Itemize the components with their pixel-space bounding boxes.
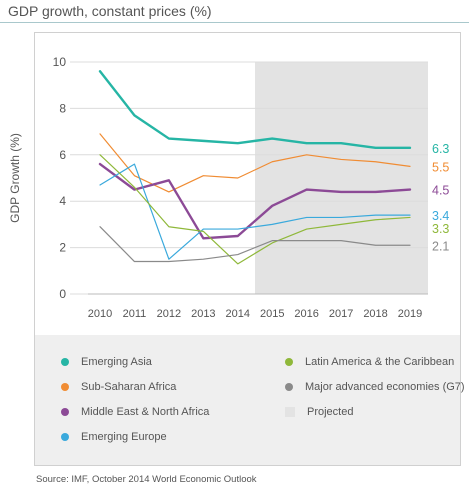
chart-legend: Emerging Asia Sub-Saharan Africa Middle Ea…: [35, 335, 465, 465]
legend-label: Sub-Saharan Africa: [81, 381, 177, 393]
y-tick-label: 2: [59, 241, 66, 255]
series-line: [98, 162, 412, 240]
series-end-label: 3.3: [432, 222, 449, 236]
legend-item: Major advanced economies (G7): [285, 381, 465, 393]
y-tick-label: 4: [59, 194, 66, 208]
legend-item: Middle East & North Africa: [61, 406, 209, 418]
x-tick-label: 2014: [226, 308, 250, 320]
legend-swatch: [285, 407, 295, 417]
series-end-label: 4.5: [432, 184, 449, 198]
series-end-label: 2.1: [432, 239, 449, 253]
x-tick-label: 2012: [157, 308, 181, 320]
legend-item: Projected: [285, 406, 353, 418]
x-tick-label: 2017: [329, 308, 353, 320]
y-tick-label: 10: [53, 55, 67, 69]
legend-item: Sub-Saharan Africa: [61, 381, 176, 393]
legend-label: Projected: [307, 406, 354, 418]
legend-dot: [61, 383, 69, 391]
chart-title: GDP growth, constant prices (%): [8, 3, 212, 19]
y-tick-label: 0: [59, 287, 66, 301]
x-tick-label: 2010: [88, 308, 112, 320]
y-tick-label: 6: [59, 148, 66, 162]
line-chart: 0 2 4 6 8 10 2010 2011 2012 2013 2014 2015 2016 2017 2…: [8, 55, 449, 320]
series-line: [99, 154, 411, 265]
x-tick-label: 2016: [294, 308, 318, 320]
legend-item: Latin America & the Caribbean: [285, 356, 454, 368]
x-tick-label: 2015: [260, 308, 284, 320]
legend-label: Emerging Asia: [81, 356, 152, 368]
y-tick-label: 8: [59, 101, 66, 115]
legend-dot: [61, 408, 69, 416]
projected-region: [255, 62, 428, 294]
legend-dot: [61, 358, 69, 366]
source-note: Source: IMF, October 2014 World Economic…: [36, 474, 257, 485]
x-tick-label: 2018: [363, 308, 387, 320]
title-divider: [0, 22, 469, 23]
series-line: [99, 163, 411, 260]
legend-label: Latin America & the Caribbean: [305, 356, 455, 368]
series-end-label: 3.4: [432, 209, 449, 223]
series-end-label: 6.3: [432, 142, 449, 156]
y-axis-label: GDP Growth (%): [8, 133, 22, 223]
x-tick-label: 2013: [191, 308, 215, 320]
legend-label: Major advanced economies (G7): [305, 381, 465, 393]
x-tick-label: 2019: [398, 308, 422, 320]
legend-dot: [285, 358, 293, 366]
series-end-label: 5.5: [432, 160, 449, 174]
legend-item: Emerging Asia: [61, 356, 152, 368]
legend-dot: [285, 383, 293, 391]
legend-item: Emerging Europe: [61, 431, 167, 443]
series-line: [99, 226, 411, 263]
legend-dot: [61, 433, 69, 441]
series-line: [98, 70, 412, 150]
x-tick-label: 2011: [123, 308, 147, 320]
legend-label: Middle East & North Africa: [81, 406, 210, 418]
legend-label: Emerging Europe: [81, 431, 167, 443]
